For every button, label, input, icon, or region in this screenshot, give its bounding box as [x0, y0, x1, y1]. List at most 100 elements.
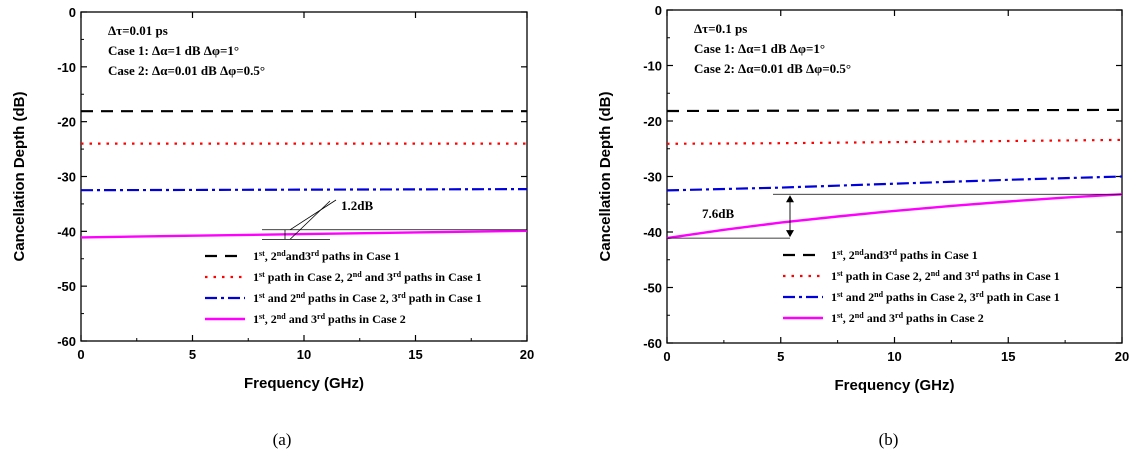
legend-superscript: st	[837, 290, 843, 299]
y-tick-label: -50	[643, 281, 662, 296]
legend-text-part: 1	[831, 290, 837, 304]
legend-text-part: path in Case 2, 2	[265, 270, 353, 284]
legend-label-1: 1st, 2ndand3rd paths in Case 1	[831, 248, 978, 262]
legend-superscript: st	[259, 312, 265, 321]
y-tick-label: -20	[57, 115, 76, 130]
legend-superscript: rd	[976, 290, 985, 299]
legend-superscript: nd	[296, 291, 305, 300]
legend-label-4: 1st, 2nd and 3rd paths in Case 2	[253, 312, 406, 326]
legend-text-part: 1	[253, 270, 259, 284]
legend-text-part: and 3	[286, 312, 317, 326]
y-tick-label: -20	[643, 114, 662, 129]
legend-label-2: 1st path in Case 2, 2nd and 3rd paths in…	[253, 270, 482, 284]
legend-text-part: , 2	[843, 248, 855, 262]
legend-text-part: paths in Case 2	[903, 311, 984, 325]
legend-superscript: rd	[398, 291, 407, 300]
y-tick-label: 0	[69, 5, 76, 20]
legend-text-part: paths in Case 1	[401, 270, 482, 284]
legend-superscript: nd	[874, 290, 883, 299]
legend-superscript: nd	[277, 312, 286, 321]
legend-text-part: paths in Case 2, 3	[883, 290, 976, 304]
y-tick-label: -60	[643, 336, 662, 351]
y-tick-label: -50	[57, 279, 76, 294]
legend-superscript: rd	[311, 249, 320, 258]
legend-superscript: st	[259, 270, 265, 279]
y-tick-label: -40	[57, 224, 76, 239]
series-line-4	[80, 229, 528, 239]
legend-superscript: rd	[889, 248, 898, 257]
legend-superscript: st	[837, 311, 843, 320]
legend-superscript: nd	[855, 248, 864, 257]
legend-text-part: paths in Case 1	[979, 269, 1060, 283]
parameter-annotation: Case 2: Δα=0.01 dB Δφ=0.5°	[108, 63, 265, 78]
x-tick-label: 10	[297, 347, 311, 362]
legend-superscript: rd	[393, 270, 402, 279]
legend-superscript: st	[837, 269, 843, 278]
x-tick-label: 0	[663, 349, 670, 364]
callout-leader	[289, 199, 337, 231]
legend-text-part: 1	[831, 269, 837, 283]
series-line-1	[666, 108, 1123, 113]
callout-label: 1.2dB	[341, 198, 373, 213]
legend-superscript: rd	[895, 311, 904, 320]
chart-panel-b: 0 5 10 15 20 0 -10 -20 -30 -40 -50 -60 Frequency (GH…	[597, 3, 1129, 449]
parameter-annotation: Case 1: Δα=1 dB Δφ=1°	[694, 41, 825, 56]
legend-superscript: nd	[855, 311, 864, 320]
y-axis-title: Cancellation Depth (dB)	[11, 91, 28, 261]
x-tick-label: 15	[1001, 349, 1015, 364]
legend-superscript: nd	[931, 269, 940, 278]
x-tick-label: 20	[1115, 349, 1129, 364]
y-axis-title: Cancellation Depth (dB)	[597, 91, 614, 261]
legend-superscript: rd	[317, 312, 326, 321]
legend-text-part: path in Case 1	[406, 291, 482, 305]
callout-arrowhead	[786, 230, 794, 238]
legend-text-part: paths in Case 1	[319, 249, 400, 263]
legend-text-part: and 2	[843, 290, 874, 304]
legend-text-part: , 2	[265, 249, 277, 263]
legend-superscript: rd	[971, 269, 980, 278]
legend-label-2: 1st path in Case 2, 2nd and 3rd paths in…	[831, 269, 1060, 283]
legend-text-part: and3	[286, 249, 311, 263]
x-axis-title: Frequency (GHz)	[834, 377, 954, 394]
series-line-4	[666, 193, 1123, 240]
y-tick-label: -10	[643, 59, 662, 74]
legend-text-part: and 2	[265, 291, 296, 305]
legend-text-part: and 3	[864, 311, 895, 325]
y-tick-label: -30	[643, 170, 662, 185]
x-tick-label: 20	[520, 347, 534, 362]
callout-label: 7.6dB	[702, 206, 734, 221]
legend-label-3: 1st and 2nd paths in Case 2, 3rd path in…	[831, 290, 1060, 304]
parameter-annotation: Δτ=0.01 ps	[108, 23, 168, 38]
panel-caption: (a)	[273, 430, 292, 449]
series-line-3	[666, 175, 1123, 192]
y-tick-label: -30	[57, 170, 76, 185]
x-tick-label: 10	[887, 349, 901, 364]
parameter-annotation: Δτ=0.1 ps	[694, 21, 747, 36]
y-tick-label: -60	[57, 334, 76, 349]
legend-superscript: st	[837, 248, 843, 257]
legend-text-part: path in Case 2, 2	[843, 269, 931, 283]
parameter-annotation: Case 2: Δα=0.01 dB Δφ=0.5°	[694, 61, 851, 76]
chart-panel-a: 0 5 10 15 20 0 -10 -20 -30 -40 -50 -60 Frequency (GH…	[11, 5, 534, 449]
legend-superscript: nd	[353, 270, 362, 279]
series-line-2	[666, 138, 1123, 145]
legend-text-part: and 3	[940, 269, 971, 283]
series-line-3	[80, 188, 528, 192]
legend-text-part: 1	[831, 311, 837, 325]
callout-leader	[289, 200, 331, 240]
callout-arrowhead	[786, 195, 794, 203]
legend-text-part: , 2	[265, 312, 277, 326]
legend-label-4: 1st, 2nd and 3rd paths in Case 2	[831, 311, 984, 325]
x-tick-label: 5	[189, 347, 196, 362]
legend-text-part: paths in Case 1	[897, 248, 978, 262]
legend-superscript: st	[259, 249, 265, 258]
legend-text-part: paths in Case 2, 3	[305, 291, 398, 305]
x-tick-label: 0	[77, 347, 84, 362]
legend-text-part: 1	[253, 291, 259, 305]
legend-text-part: 1	[253, 249, 259, 263]
legend-superscript: st	[259, 291, 265, 300]
legend-text-part: and3	[864, 248, 889, 262]
legend-text-part: 1	[831, 248, 837, 262]
legend-text-part: , 2	[843, 311, 855, 325]
x-tick-label: 15	[408, 347, 422, 362]
